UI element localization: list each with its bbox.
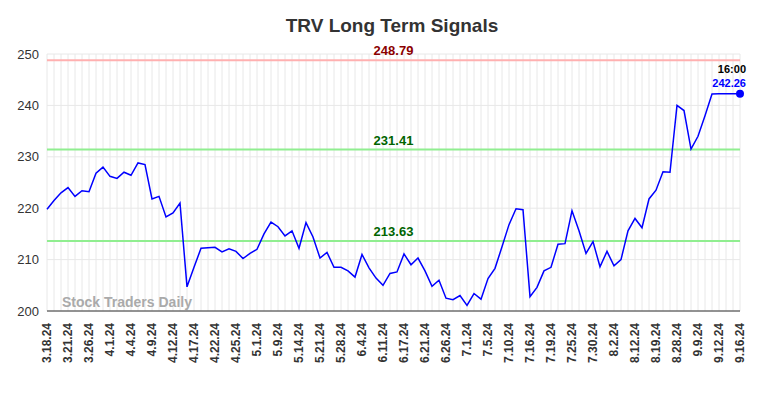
svg-text:5.9.24: 5.9.24 [271, 323, 285, 357]
svg-text:8.12.24: 8.12.24 [628, 323, 642, 363]
svg-text:3.26.24: 3.26.24 [82, 323, 96, 363]
svg-text:3.21.24: 3.21.24 [61, 323, 75, 363]
svg-text:8.2.24: 8.2.24 [607, 323, 621, 357]
svg-text:9.16.24: 9.16.24 [733, 323, 747, 363]
html-text:TRV Long Term Signals: TRV Long Term Signals [285, 15, 499, 36]
svg-text:5.1.24: 5.1.24 [250, 323, 264, 357]
svg-text:16:00: 16:00 [718, 63, 746, 75]
svg-text:7.30.24: 7.30.24 [586, 323, 600, 363]
svg-text:4.12.24: 4.12.24 [166, 323, 180, 363]
svg-text:8.28.24: 8.28.24 [670, 323, 684, 363]
svg-text:7.10.24: 7.10.24 [502, 323, 516, 363]
svg-text:7.16.24: 7.16.24 [523, 323, 537, 363]
svg-text:8.19.24: 8.19.24 [649, 323, 663, 363]
svg-text:6.4.24: 6.4.24 [355, 323, 369, 357]
svg-text:7.1.24: 7.1.24 [460, 323, 474, 357]
svg-text:4.4.24: 4.4.24 [124, 323, 138, 357]
svg-text:242.26: 242.26 [712, 77, 746, 89]
svg-text:240: 240 [17, 98, 39, 113]
svg-text:230: 230 [17, 149, 39, 164]
svg-text:4.1.24: 4.1.24 [103, 323, 117, 357]
svg-text:5.28.24: 5.28.24 [334, 323, 348, 363]
svg-text:6.21.24: 6.21.24 [418, 323, 432, 363]
svg-text:4.17.24: 4.17.24 [187, 323, 201, 363]
svg-text:231.41: 231.41 [374, 133, 414, 148]
svg-text:7.5.24: 7.5.24 [481, 323, 495, 357]
svg-text:220: 220 [17, 201, 39, 216]
html-text:Stock Traders Daily: Stock Traders Daily [62, 294, 192, 310]
svg-text:6.26.24: 6.26.24 [439, 323, 453, 363]
svg-text:5.21.24: 5.21.24 [313, 323, 327, 363]
svg-text:9.9.24: 9.9.24 [691, 323, 705, 357]
svg-text:6.11.24: 6.11.24 [376, 323, 390, 363]
svg-text:3.18.24: 3.18.24 [40, 323, 54, 363]
svg-text:210: 210 [17, 252, 39, 267]
svg-text:200: 200 [17, 304, 39, 319]
svg-text:213.63: 213.63 [374, 224, 414, 239]
svg-text:5.14.24: 5.14.24 [292, 323, 306, 363]
svg-text:4.9.24: 4.9.24 [145, 323, 159, 357]
svg-text:6.17.24: 6.17.24 [397, 323, 411, 363]
svg-text:7.25.24: 7.25.24 [565, 323, 579, 363]
svg-text:4.22.24: 4.22.24 [208, 323, 222, 363]
svg-text:4.25.24: 4.25.24 [229, 323, 243, 363]
svg-text:248.79: 248.79 [374, 43, 414, 58]
svg-text:7.19.24: 7.19.24 [544, 323, 558, 363]
svg-text:250: 250 [17, 47, 39, 62]
svg-text:9.12.24: 9.12.24 [712, 323, 726, 363]
